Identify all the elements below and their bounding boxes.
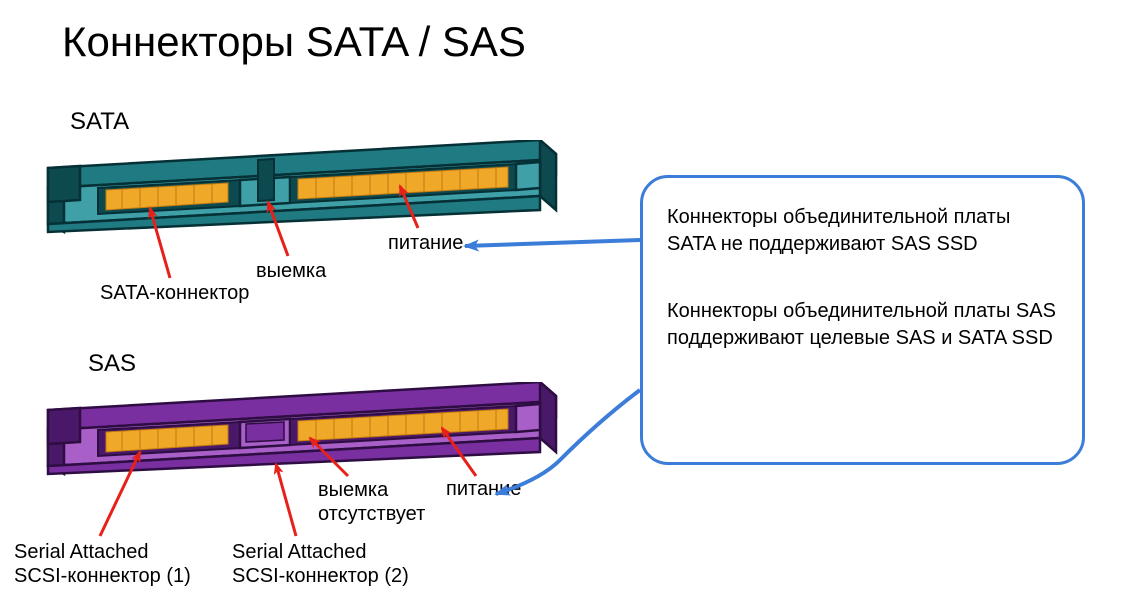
page-title: Коннекторы SATA / SAS [62, 18, 526, 66]
sas-notch-line1: выемка [318, 479, 388, 501]
info-box: Коннекторы объединительной платы SATA не… [640, 175, 1085, 465]
sas-connector2-callout: Serial Attached SCSI-коннектор (2) [232, 540, 442, 588]
sas-connector2-line2: SCSI-коннектор (2) [232, 565, 409, 587]
sas-power-callout: питание [446, 478, 521, 501]
sas-connector1-callout: Serial Attached SCSI-коннектор (1) [14, 540, 214, 588]
sas-connector2-line1: Serial Attached [232, 541, 367, 563]
sas-connector-diagram [40, 382, 560, 477]
sata-connector-callout: SATA-коннектор [100, 282, 249, 305]
sas-notch-line2: отсутствует [318, 503, 425, 525]
sas-connector1-line1: Serial Attached [14, 541, 149, 563]
sas-connector1-line2: SCSI-коннектор (1) [14, 565, 191, 587]
sata-section-label: SATA [70, 108, 129, 136]
sata-connector-diagram [40, 140, 560, 235]
info-text-sas: Коннекторы объединительной платы SAS под… [667, 298, 1058, 352]
sas-section-label: SAS [88, 350, 136, 378]
info-text-sata: Коннекторы объединительной платы SATA не… [667, 204, 1058, 258]
sata-notch-callout: выемка [256, 260, 326, 283]
sata-power-callout: питание [388, 232, 463, 255]
sas-notch-callout: выемка отсутствует [318, 478, 425, 526]
